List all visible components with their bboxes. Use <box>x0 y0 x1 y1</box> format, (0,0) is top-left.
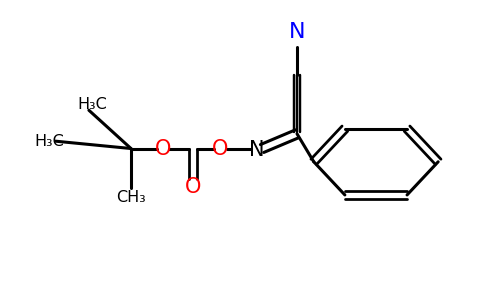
Text: CH₃: CH₃ <box>116 190 146 205</box>
Text: O: O <box>155 139 171 158</box>
Text: O: O <box>185 177 201 197</box>
Text: O: O <box>212 139 228 158</box>
Text: H₃C: H₃C <box>77 97 106 112</box>
Text: N: N <box>289 22 305 42</box>
Text: N: N <box>249 140 264 160</box>
Text: H₃C: H₃C <box>34 134 63 149</box>
